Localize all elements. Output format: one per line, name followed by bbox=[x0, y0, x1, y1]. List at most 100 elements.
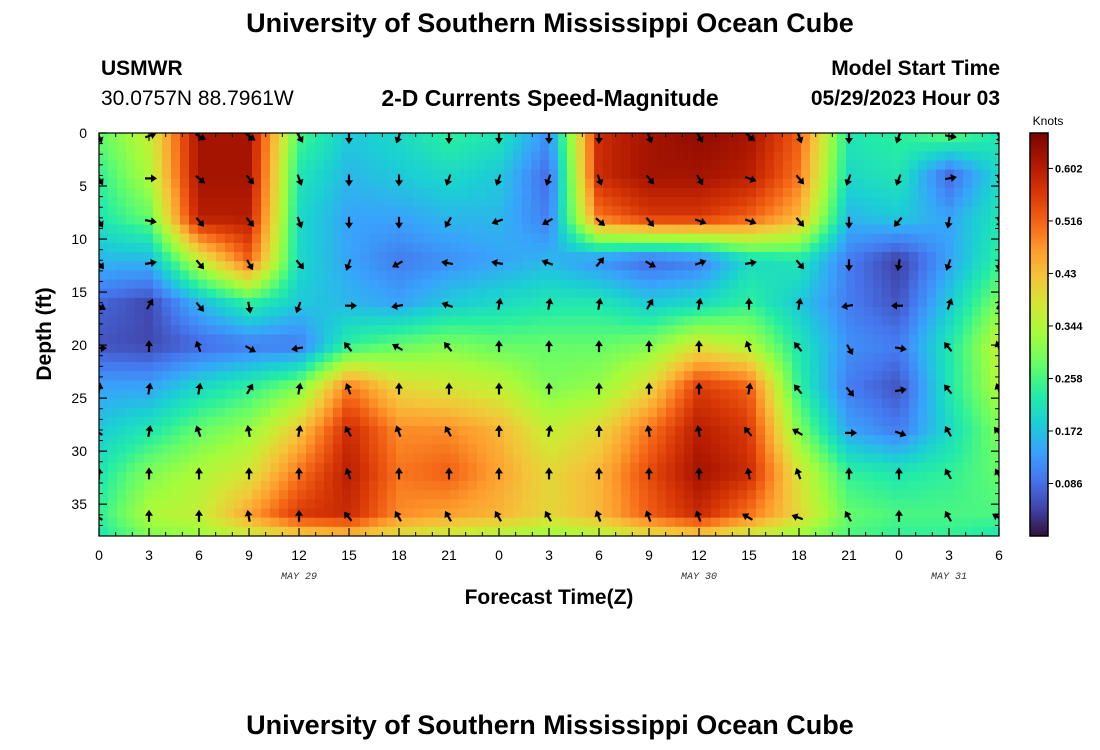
heatmap-cell bbox=[504, 233, 514, 244]
heatmap-cell bbox=[441, 279, 451, 290]
heatmap-cell bbox=[405, 261, 415, 271]
heatmap-cell bbox=[927, 252, 937, 262]
heatmap-cell bbox=[360, 343, 370, 354]
heatmap-cell bbox=[513, 407, 523, 418]
heatmap-cell bbox=[468, 270, 478, 281]
heatmap-cell bbox=[792, 288, 802, 299]
heatmap-cell bbox=[477, 526, 487, 536]
heatmap-cell bbox=[567, 435, 577, 446]
heatmap-cell bbox=[270, 499, 280, 510]
heatmap-cell bbox=[243, 252, 253, 262]
current-vector-arrow bbox=[744, 217, 757, 226]
heatmap-cell bbox=[135, 407, 145, 418]
heatmap-cell bbox=[234, 398, 244, 409]
heatmap-cell bbox=[531, 526, 541, 536]
heatmap-cell bbox=[666, 325, 676, 336]
heatmap-cell bbox=[846, 233, 856, 244]
heatmap-cell bbox=[702, 371, 712, 381]
heatmap-cell bbox=[864, 453, 874, 464]
heatmap-cell bbox=[837, 499, 847, 510]
heatmap-cell bbox=[972, 160, 982, 171]
heatmap-cell bbox=[594, 316, 604, 326]
heatmap-cell bbox=[306, 444, 316, 455]
heatmap-cell bbox=[684, 499, 694, 510]
heatmap-cell bbox=[540, 169, 550, 180]
heatmap-cell bbox=[531, 297, 541, 308]
heatmap-cell bbox=[684, 508, 694, 519]
heatmap-cell bbox=[288, 270, 298, 281]
heatmap-cell bbox=[117, 224, 127, 235]
heatmap-cell bbox=[675, 270, 685, 281]
current-vector-arrow bbox=[795, 174, 805, 185]
heatmap-cell bbox=[108, 270, 118, 281]
heatmap-cell bbox=[297, 361, 307, 372]
heatmap-cell bbox=[225, 325, 235, 336]
heatmap-cell bbox=[531, 142, 541, 152]
heatmap-cell bbox=[180, 288, 190, 299]
current-vector-arrow bbox=[145, 340, 153, 353]
heatmap-cell bbox=[117, 389, 127, 400]
heatmap-cell bbox=[450, 206, 460, 217]
heatmap-cell bbox=[639, 471, 649, 482]
heatmap-cell bbox=[936, 453, 946, 464]
heatmap-cell bbox=[738, 352, 748, 363]
heatmap-cell bbox=[792, 471, 802, 482]
heatmap-cell bbox=[981, 160, 991, 171]
heatmap-cell bbox=[738, 307, 748, 317]
heatmap-cell bbox=[135, 197, 145, 207]
heatmap-cell bbox=[684, 426, 694, 436]
heatmap-cell bbox=[423, 261, 433, 271]
heatmap-cell bbox=[774, 215, 784, 226]
heatmap-cell bbox=[945, 490, 955, 500]
heatmap-cell bbox=[99, 380, 109, 391]
heatmap-cell bbox=[549, 151, 559, 162]
heatmap-cell bbox=[261, 151, 271, 162]
heatmap-cell bbox=[729, 197, 739, 207]
heatmap-cell bbox=[252, 279, 262, 290]
heatmap-cell bbox=[360, 197, 370, 207]
heatmap-cell bbox=[702, 398, 712, 409]
heatmap-cell bbox=[99, 325, 109, 336]
heatmap-cell bbox=[522, 481, 532, 491]
heatmap-cell bbox=[972, 361, 982, 372]
heatmap-cell bbox=[351, 133, 361, 143]
heatmap-cell bbox=[207, 187, 217, 198]
heatmap-cell bbox=[873, 389, 883, 400]
heatmap-cell bbox=[846, 334, 856, 345]
heatmap-cell bbox=[783, 325, 793, 336]
heatmap-cell bbox=[639, 426, 649, 436]
heatmap-cell bbox=[198, 407, 208, 418]
current-vector-arrow bbox=[246, 383, 254, 395]
heatmap-cell bbox=[729, 325, 739, 336]
current-vector-arrow bbox=[545, 467, 553, 480]
heatmap-cell bbox=[351, 426, 361, 436]
heatmap-cell bbox=[810, 343, 820, 354]
heatmap-cell bbox=[423, 316, 433, 326]
heatmap-cell bbox=[189, 462, 199, 473]
heatmap-cell bbox=[576, 279, 586, 290]
heatmap-cell bbox=[801, 252, 811, 262]
heatmap-cell bbox=[945, 453, 955, 464]
heatmap-cell bbox=[792, 169, 802, 180]
heatmap-cell bbox=[882, 242, 892, 253]
heatmap-cell bbox=[189, 371, 199, 381]
heatmap-cell bbox=[747, 142, 757, 152]
heatmap-cell bbox=[675, 151, 685, 162]
current-vector-arrow bbox=[344, 382, 353, 395]
heatmap-cell bbox=[945, 197, 955, 207]
heatmap-cell bbox=[666, 334, 676, 345]
current-vector-arrow bbox=[995, 259, 999, 272]
heatmap-cell bbox=[351, 343, 361, 354]
heatmap-cell bbox=[315, 398, 325, 409]
heatmap-cell bbox=[945, 279, 955, 290]
heatmap-cell bbox=[513, 508, 523, 519]
heatmap-cell bbox=[819, 270, 829, 281]
heatmap-cell bbox=[99, 142, 109, 152]
heatmap-cell bbox=[468, 526, 478, 536]
heatmap-cell bbox=[342, 316, 352, 326]
heatmap-cell bbox=[981, 325, 991, 336]
heatmap-cell bbox=[846, 444, 856, 455]
heatmap-cell bbox=[144, 242, 154, 253]
heatmap-cell bbox=[261, 453, 271, 464]
heatmap-cell bbox=[315, 224, 325, 235]
